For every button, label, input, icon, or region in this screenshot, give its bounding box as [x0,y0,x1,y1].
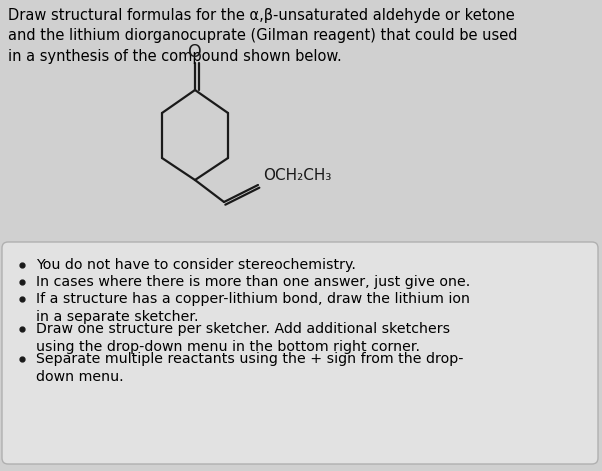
Text: Draw one structure per sketcher. Add additional sketchers
using the drop-down me: Draw one structure per sketcher. Add add… [36,322,450,354]
Text: O: O [188,43,202,61]
Text: Draw structural formulas for the α,β-unsaturated aldehyde or ketone
and the lith: Draw structural formulas for the α,β-uns… [8,8,518,64]
FancyBboxPatch shape [2,242,598,464]
Text: In cases where there is more than one answer, just give one.: In cases where there is more than one an… [36,275,470,289]
Text: Separate multiple reactants using the + sign from the drop-
down menu.: Separate multiple reactants using the + … [36,352,464,384]
Text: OCH₂CH₃: OCH₂CH₃ [263,169,331,184]
Text: If a structure has a copper-lithium bond, draw the lithium ion
in a separate ske: If a structure has a copper-lithium bond… [36,292,470,324]
Text: You do not have to consider stereochemistry.: You do not have to consider stereochemis… [36,258,356,272]
